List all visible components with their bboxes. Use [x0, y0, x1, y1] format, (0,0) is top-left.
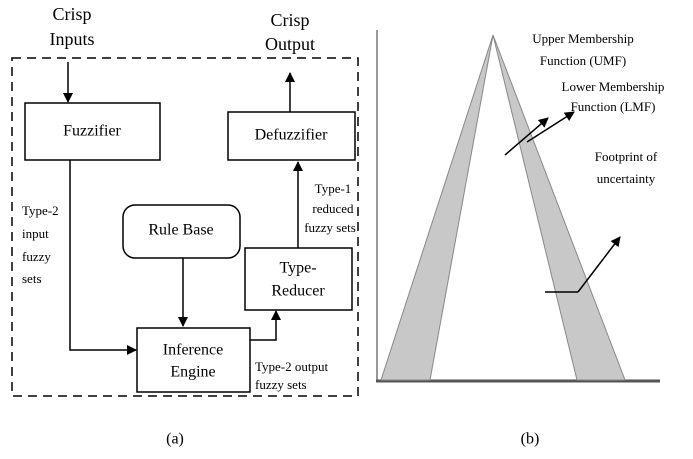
label: Upper Membership: [532, 31, 633, 46]
label: Crisp: [52, 4, 91, 24]
label: sets: [22, 271, 42, 286]
label: Defuzzifier: [255, 127, 329, 144]
label: Type-2: [22, 203, 59, 218]
label: Engine: [170, 364, 215, 381]
caption: (b): [521, 431, 540, 448]
arrow: [69, 160, 137, 355]
label: Lower Membership: [562, 79, 665, 94]
label: uncertainty: [597, 171, 656, 186]
fou-left: [380, 34, 494, 381]
label: Type-: [279, 260, 316, 277]
label: fuzzy sets: [304, 220, 356, 235]
box: [227, 111, 356, 161]
label: reduced: [312, 201, 354, 216]
label: Fuzzifier: [63, 123, 121, 140]
box: [24, 102, 161, 161]
box: [136, 327, 251, 393]
label: fuzzy: [22, 249, 51, 264]
label: Function (LMF): [571, 99, 656, 114]
label: Rule Base: [148, 222, 213, 239]
label: fuzzy sets: [255, 377, 307, 392]
diagram-b: Upper Membership Function (UMF) Lower Me…: [376, 30, 664, 448]
label: Type-2 output: [255, 359, 328, 374]
arrow: [526, 111, 575, 143]
label: Reducer: [271, 283, 325, 300]
label: Crisp: [270, 10, 309, 30]
label: Function (UMF): [540, 53, 626, 68]
label: Output: [265, 34, 315, 54]
arrow: [577, 236, 621, 293]
system-border: [11, 57, 359, 397]
label: Inference: [163, 342, 223, 359]
label: input: [22, 226, 49, 241]
fou-right: [492, 34, 626, 381]
arrow: [250, 310, 281, 341]
box: [244, 247, 353, 311]
label: Footprint of: [595, 149, 658, 164]
label: Type-1: [315, 181, 352, 196]
caption: (a): [166, 431, 184, 448]
arrow: [504, 117, 549, 156]
label: Inputs: [50, 29, 95, 49]
diagram-a: Crisp Inputs Fuzzifier Crisp Output Defu…: [11, 4, 359, 448]
box: [122, 204, 241, 259]
